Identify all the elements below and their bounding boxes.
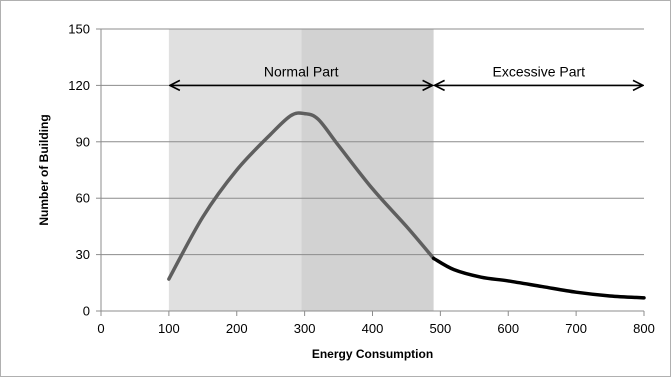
y-axis-ticks: 0 30 60 90 120 150 <box>68 22 101 319</box>
shaded-regions <box>168 29 434 311</box>
x-axis-title: Energy Consumption <box>312 347 433 361</box>
y-tick-label-120: 120 <box>68 78 90 93</box>
x-tick-label-100: 100 <box>158 321 180 336</box>
annotation-label-normal-part: Normal Part <box>264 63 339 79</box>
x-tick-label-700: 700 <box>565 321 587 336</box>
data-lines <box>167 111 646 300</box>
x-axis-ticks: 0 100 200 300 400 500 600 700 800 <box>97 311 655 336</box>
annotation-label-excessive-part: Excessive Part <box>492 63 585 79</box>
y-tick-label-90: 90 <box>76 134 90 149</box>
x-tick-label-200: 200 <box>226 321 248 336</box>
series-line-excessive <box>431 256 646 300</box>
x-tick-label-400: 400 <box>362 321 384 336</box>
annotations: Normal Part Excessive Part <box>170 63 643 85</box>
shaded-region-1 <box>301 29 434 311</box>
x-tick-label-600: 600 <box>497 321 519 336</box>
y-tick-label-0: 0 <box>83 304 90 319</box>
y-axis-title: Number of Building <box>37 114 51 225</box>
x-tick-label-300: 300 <box>294 321 316 336</box>
x-tick-label-500: 500 <box>430 321 452 336</box>
x-tick-label-0: 0 <box>97 321 104 336</box>
y-tick-label-60: 60 <box>76 191 90 206</box>
y-tick-label-150: 150 <box>68 22 90 37</box>
y-tick-label-30: 30 <box>76 247 90 262</box>
series-line-normal <box>167 111 436 281</box>
x-tick-label-800: 800 <box>633 321 655 336</box>
